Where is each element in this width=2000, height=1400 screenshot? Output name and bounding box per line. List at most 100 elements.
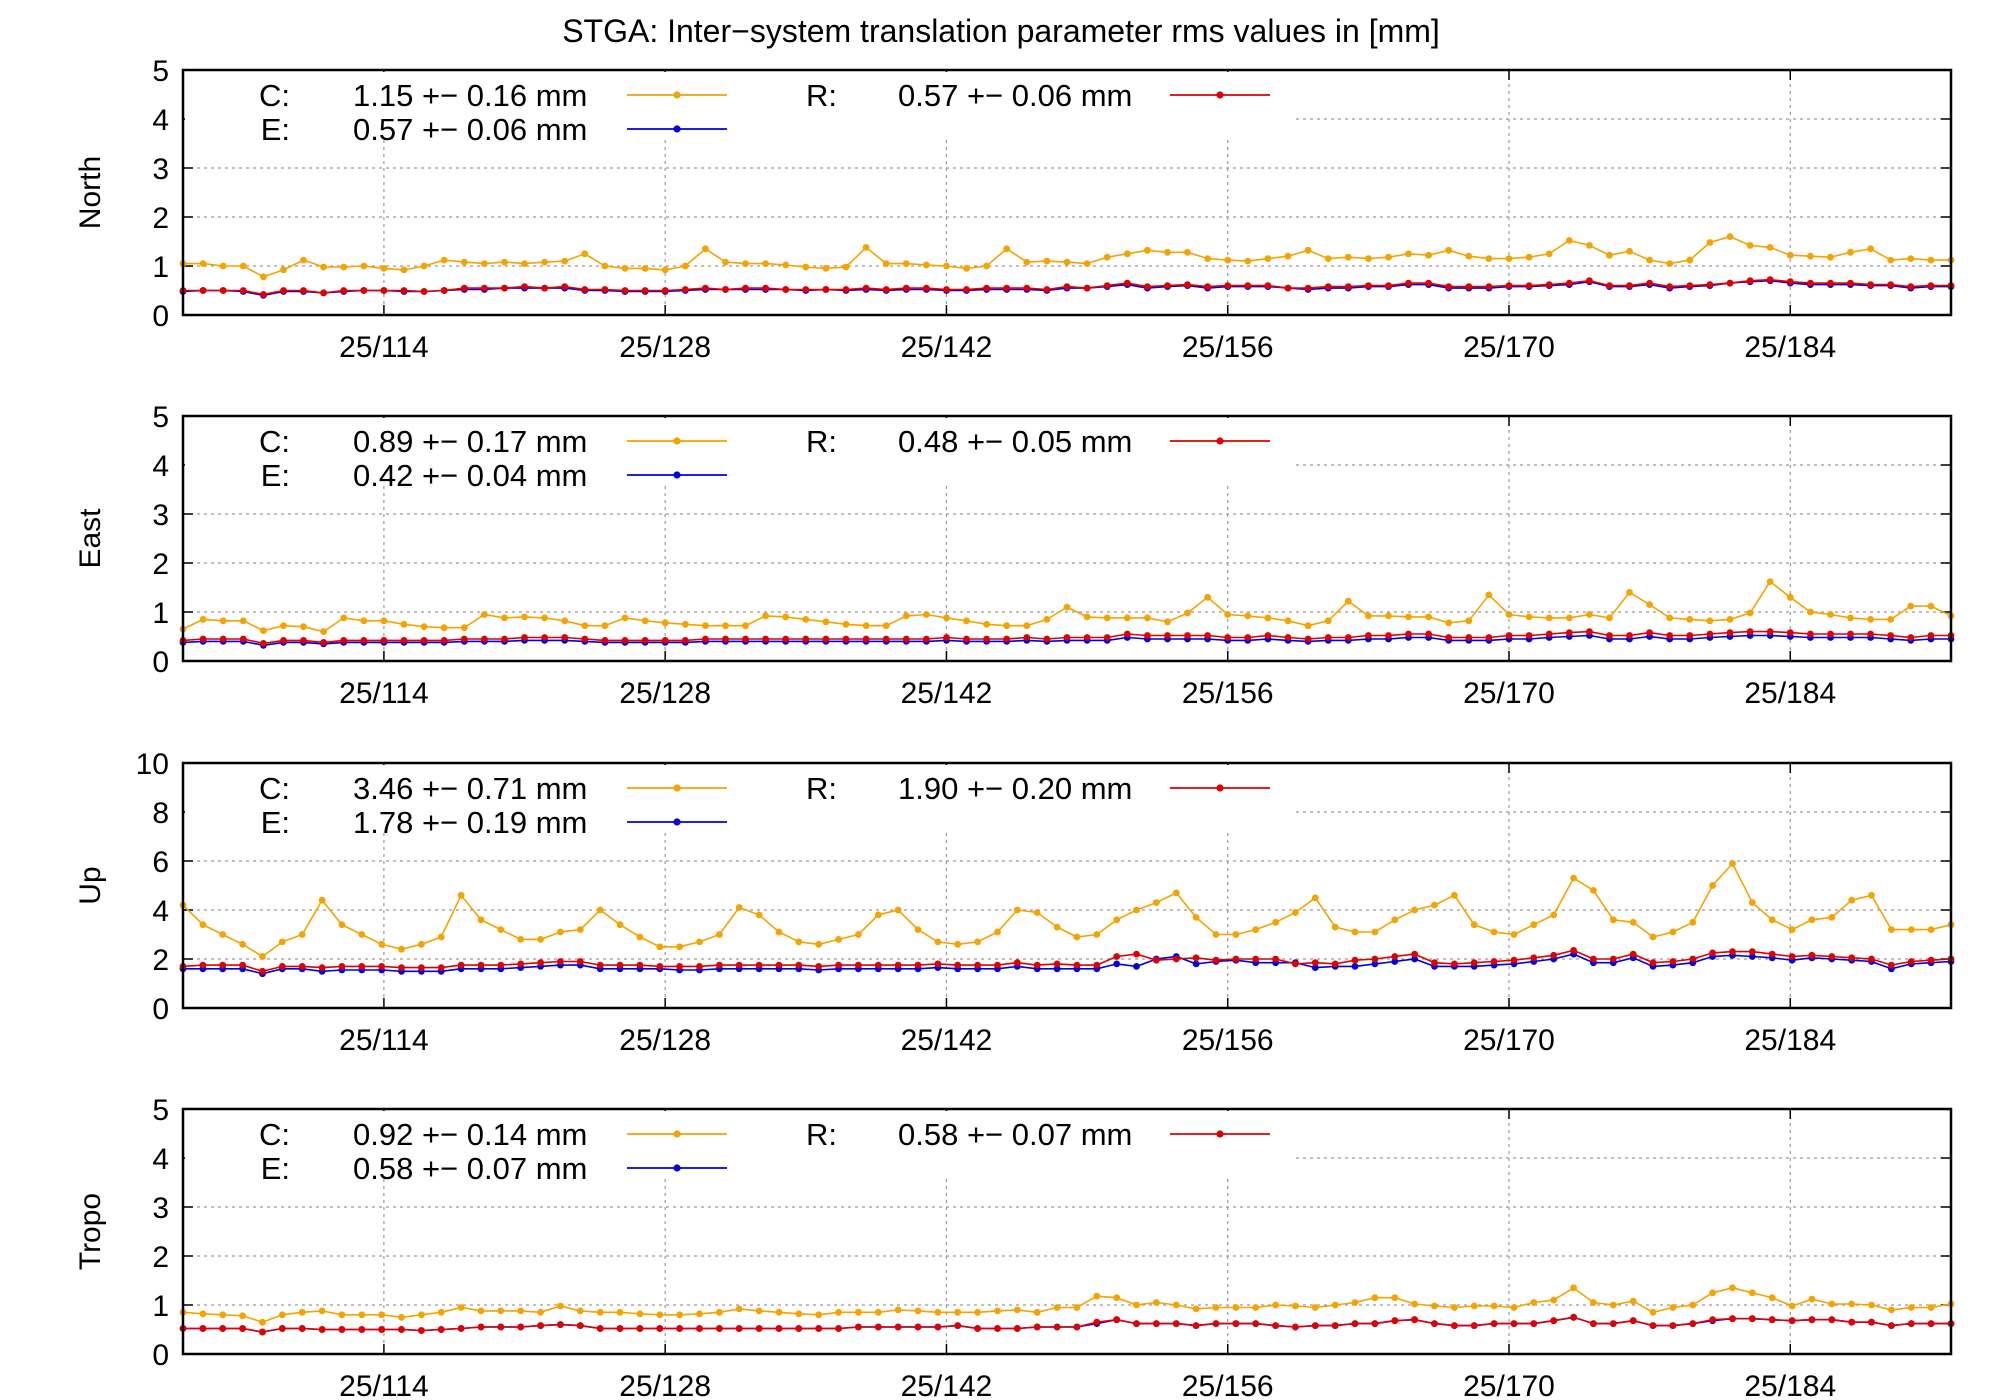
legend-value-E: 0.58 +− 0.07 mm (353, 1151, 587, 1186)
data-point-R (782, 635, 790, 643)
data-point-R (497, 961, 505, 969)
y-tick-label: 1 (152, 1290, 169, 1323)
data-point-R (557, 1321, 564, 1328)
data-point-C (219, 1311, 227, 1319)
data-point-C (1123, 250, 1131, 258)
data-point-C (1013, 906, 1021, 914)
data-point-R (400, 637, 408, 644)
data-point-R (1272, 955, 1279, 963)
data-point-R (656, 963, 664, 970)
data-point-R (1867, 630, 1874, 638)
data-point-R (1153, 1320, 1160, 1327)
data-point-R (1451, 960, 1458, 968)
data-point-C (1470, 1302, 1478, 1310)
data-point-C (320, 263, 327, 271)
data-point-R (561, 283, 569, 290)
data-point-E (1133, 963, 1140, 970)
data-point-C (1848, 1300, 1856, 1308)
legend-label-C: C: (259, 771, 290, 806)
data-point-R (1530, 954, 1538, 962)
data-point-R (1324, 283, 1332, 290)
legend-sample-marker-R (1216, 784, 1224, 792)
x-tick-label: 25/184 (1744, 331, 1836, 364)
data-point-R (1847, 630, 1854, 638)
data-point-C (1907, 926, 1915, 933)
data-point-C (842, 263, 850, 271)
x-tick-label: 25/170 (1463, 677, 1555, 710)
y-tick-label: 0 (152, 993, 169, 1026)
data-point-C (795, 1310, 803, 1318)
data-point-R (1445, 283, 1453, 290)
data-point-C (239, 1312, 247, 1320)
data-point-R (1626, 282, 1633, 289)
data-point-C (1272, 918, 1279, 926)
y-tick-label: 0 (152, 300, 169, 333)
x-tick-label: 25/142 (901, 677, 993, 710)
data-point-C (862, 244, 870, 251)
data-point-R (318, 1326, 326, 1333)
data-point-R (358, 963, 366, 970)
plot-frame (181, 1107, 1953, 1356)
data-point-R (661, 637, 669, 644)
data-point-C (561, 257, 569, 265)
x-tick-label: 25/184 (1744, 1024, 1836, 1057)
data-point-C (219, 617, 227, 625)
data-point-C (358, 931, 366, 938)
data-point-C (1609, 1301, 1617, 1309)
data-point-R (641, 287, 649, 294)
data-point-R (1391, 953, 1399, 960)
data-point-C (1411, 906, 1418, 914)
data-point-C (716, 1308, 723, 1316)
data-point-R (581, 635, 589, 643)
data-point-C (280, 266, 287, 274)
data-point-C (1709, 1289, 1716, 1297)
data-point-C (437, 1308, 445, 1316)
data-point-C (1063, 258, 1071, 266)
data-point-R (1292, 960, 1299, 968)
data-point-R (1053, 1323, 1061, 1331)
legend-label-R: R: (806, 424, 837, 459)
data-point-R (380, 637, 388, 644)
data-point-R (782, 286, 790, 293)
data-point-C (541, 614, 548, 622)
data-point-R (541, 634, 548, 641)
data-point-C (1465, 617, 1473, 625)
data-point-R (716, 1325, 723, 1332)
y-tick-label: 4 (152, 1143, 169, 1176)
data-point-R (1224, 282, 1232, 289)
data-point-R (239, 961, 247, 969)
data-point-R (802, 286, 810, 293)
data-point-C (1365, 612, 1372, 620)
data-point-R (1868, 955, 1875, 963)
data-point-C (497, 926, 505, 933)
data-point-R (1726, 629, 1734, 636)
y-tick-label: 5 (152, 1094, 169, 1127)
data-point-R (1505, 282, 1513, 289)
data-point-R (822, 635, 830, 643)
data-point-C (681, 620, 689, 628)
data-point-C (318, 1307, 326, 1315)
data-point-R (1083, 634, 1091, 641)
data-point-R (902, 284, 910, 292)
data-point-C (1689, 1301, 1697, 1309)
plot-frame (181, 414, 1953, 663)
data-point-C (1907, 255, 1915, 262)
data-point-R (1709, 1316, 1716, 1324)
data-point-C (722, 258, 729, 266)
x-tick-label: 25/142 (901, 331, 993, 364)
data-point-R (1445, 634, 1453, 641)
data-point-R (380, 287, 388, 294)
data-point-R (457, 961, 465, 969)
data-point-C (1629, 1297, 1637, 1305)
x-tick-label: 25/156 (1182, 1370, 1274, 1400)
x-tick-label: 25/156 (1182, 331, 1274, 364)
data-point-R (1606, 282, 1613, 289)
data-point-C (1746, 242, 1754, 249)
data-point-C (260, 627, 267, 634)
data-point-R (420, 637, 428, 644)
data-point-R (1113, 953, 1121, 960)
data-point-R (616, 1325, 624, 1332)
data-point-C (576, 926, 584, 933)
data-point-C (636, 1310, 644, 1318)
data-point-R (994, 1325, 1001, 1332)
